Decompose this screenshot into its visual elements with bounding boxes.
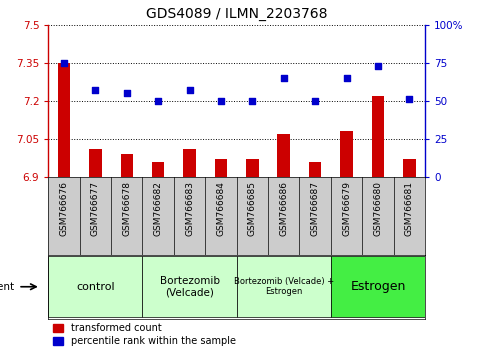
Point <box>280 75 288 81</box>
Bar <box>309 162 322 177</box>
Bar <box>152 162 164 177</box>
Point <box>249 98 256 104</box>
Bar <box>277 134 290 177</box>
Point <box>60 60 68 66</box>
Text: GSM766680: GSM766680 <box>373 181 383 236</box>
Bar <box>184 149 196 177</box>
FancyBboxPatch shape <box>331 256 425 317</box>
Bar <box>214 159 227 177</box>
Bar <box>341 131 353 177</box>
FancyBboxPatch shape <box>48 256 142 317</box>
Point <box>406 97 413 102</box>
Text: agent: agent <box>0 282 14 292</box>
Title: GDS4089 / ILMN_2203768: GDS4089 / ILMN_2203768 <box>146 7 327 21</box>
Point <box>343 75 351 81</box>
Text: GSM766681: GSM766681 <box>405 181 414 236</box>
Point <box>374 63 382 69</box>
Text: GSM766686: GSM766686 <box>279 181 288 236</box>
Point <box>123 90 131 96</box>
Bar <box>121 154 133 177</box>
Bar <box>403 159 416 177</box>
Point <box>92 87 99 93</box>
Legend: transformed count, percentile rank within the sample: transformed count, percentile rank withi… <box>53 324 236 346</box>
Point <box>312 98 319 104</box>
Text: GSM766687: GSM766687 <box>311 181 320 236</box>
Bar <box>372 96 384 177</box>
Text: GSM766679: GSM766679 <box>342 181 351 236</box>
Bar <box>58 63 71 177</box>
Bar <box>89 149 102 177</box>
Text: Bortezomib (Velcade) +
Estrogen: Bortezomib (Velcade) + Estrogen <box>234 277 334 296</box>
Text: GSM766678: GSM766678 <box>122 181 131 236</box>
Text: GSM766677: GSM766677 <box>91 181 100 236</box>
Point <box>186 87 194 93</box>
Text: GSM766684: GSM766684 <box>216 181 226 236</box>
Bar <box>246 159 259 177</box>
FancyBboxPatch shape <box>237 256 331 317</box>
Text: control: control <box>76 282 114 292</box>
Text: GSM766683: GSM766683 <box>185 181 194 236</box>
Text: GSM766676: GSM766676 <box>59 181 69 236</box>
Point <box>155 98 162 104</box>
Text: GSM766682: GSM766682 <box>154 181 163 236</box>
FancyBboxPatch shape <box>142 256 237 317</box>
Text: Estrogen: Estrogen <box>350 280 406 293</box>
Text: Bortezomib
(Velcade): Bortezomib (Velcade) <box>159 276 220 298</box>
Text: GSM766685: GSM766685 <box>248 181 257 236</box>
Point <box>217 98 225 104</box>
